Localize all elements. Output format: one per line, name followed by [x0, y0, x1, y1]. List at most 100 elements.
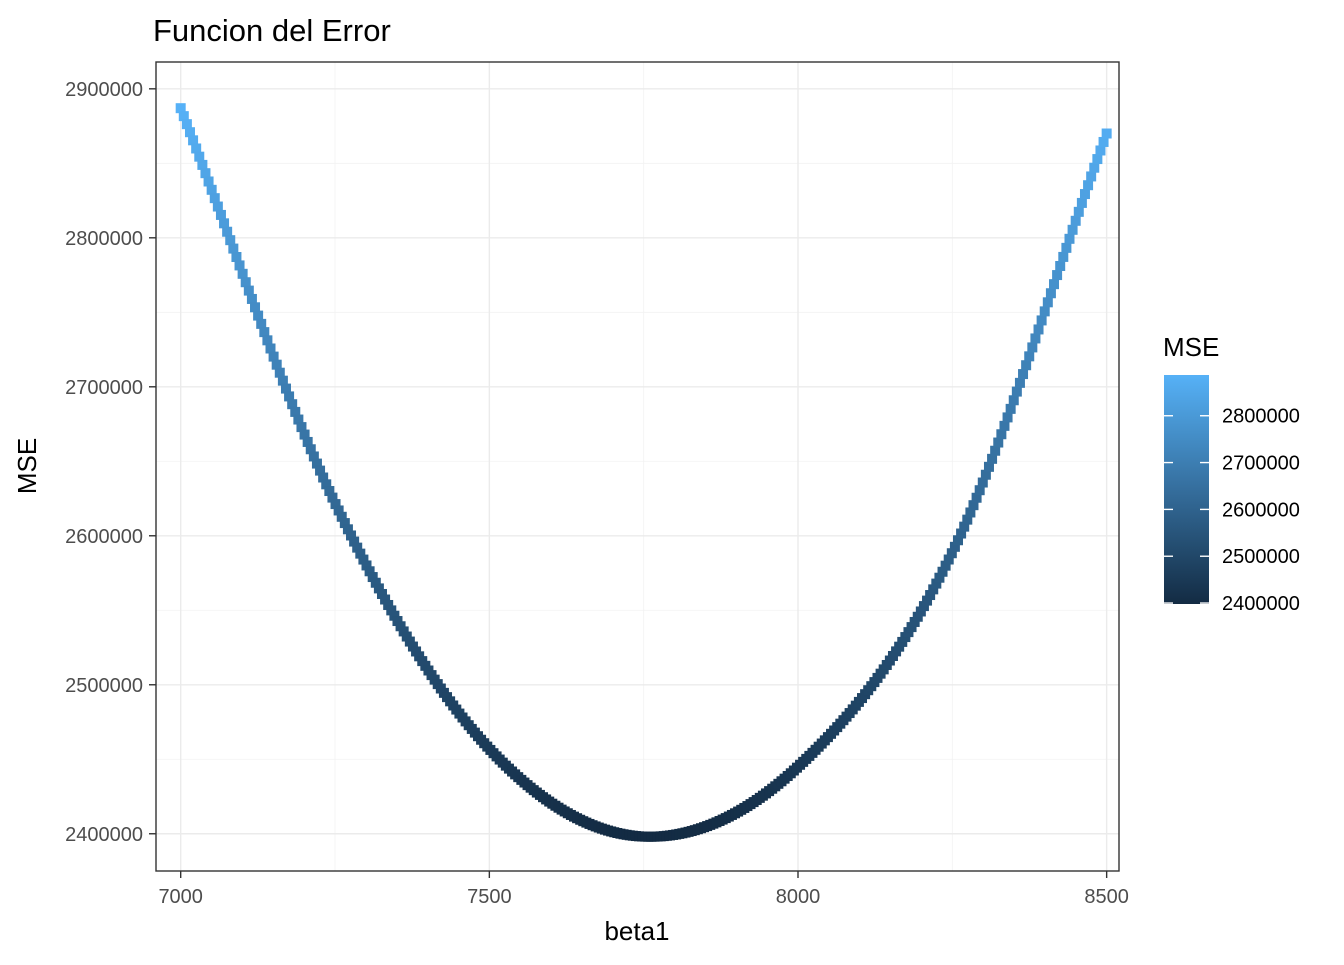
data-point: [200, 168, 211, 179]
data-point: [1083, 180, 1094, 191]
data-point: [1098, 136, 1109, 147]
data-point: [983, 461, 994, 472]
data-point: [915, 606, 926, 617]
data-point: [909, 616, 920, 627]
data-point: [1073, 206, 1084, 217]
data-point: [392, 616, 403, 627]
data-point: [231, 252, 242, 263]
data-point: [383, 599, 394, 610]
data-point: [1027, 342, 1038, 353]
data-point: [946, 548, 957, 559]
data-point: [287, 399, 298, 410]
data-point: [928, 584, 939, 595]
data-point: [318, 472, 329, 483]
data-point: [965, 507, 976, 518]
data-point: [280, 383, 291, 394]
data-point: [934, 572, 945, 583]
data-point: [401, 631, 412, 642]
data-point: [364, 566, 375, 577]
data-point: [209, 193, 220, 204]
data-point: [1058, 251, 1069, 262]
data-point: [987, 453, 998, 464]
data-point: [181, 119, 192, 130]
tick-layer: 7000 7500 8000 8500 2400000 2500000 2600000 270…: [65, 79, 1129, 908]
data-point: [352, 542, 363, 553]
data-point: [212, 201, 223, 212]
plot-border: [155, 61, 1120, 872]
data-point: [222, 226, 233, 237]
data-point: [906, 622, 917, 633]
data-point: [903, 627, 914, 638]
data-point: [346, 530, 357, 541]
y-tick-label: 2600000: [65, 526, 143, 548]
data-point: [912, 611, 923, 622]
data-point: [1055, 260, 1066, 271]
data-point: [386, 605, 397, 616]
y-tick-label: 2700000: [65, 377, 143, 399]
data-point: [1076, 197, 1087, 208]
legend-tick-label: 2800000: [1222, 406, 1300, 428]
data-point: [367, 572, 378, 583]
data-point: [256, 318, 267, 329]
data-point: [268, 351, 279, 362]
data-point: [1030, 333, 1041, 344]
data-point: [240, 277, 251, 288]
legend-tick-label: 2500000: [1222, 546, 1300, 568]
data-point: [1049, 279, 1060, 290]
data-point: [194, 151, 205, 162]
data-point: [250, 302, 261, 313]
data-point: [175, 103, 186, 114]
data-point: [191, 143, 202, 154]
data-point: [999, 420, 1010, 431]
data-point: [389, 610, 400, 621]
data-point: [311, 458, 322, 469]
data-point: [971, 492, 982, 503]
data-point: [959, 521, 970, 532]
data-point: [327, 492, 338, 503]
data-point: [918, 601, 929, 612]
data-point: [980, 469, 991, 480]
data-point: [376, 588, 387, 599]
data-point: [395, 621, 406, 632]
data-point: [990, 445, 1001, 456]
data-point: [1079, 189, 1090, 200]
data-point: [949, 541, 960, 552]
data-point: [271, 359, 282, 370]
data-point: [1067, 224, 1078, 235]
data-point: [380, 594, 391, 605]
data-point: [1095, 145, 1106, 156]
data-point: [968, 500, 979, 511]
data-point: [940, 560, 951, 571]
legend-ticks: 2400000 2500000 2600000 2700000 2800000: [1164, 406, 1300, 615]
data-point: [296, 422, 307, 433]
data-point: [361, 560, 372, 571]
data-point: [339, 518, 350, 529]
data-point: [1061, 242, 1072, 253]
data-point: [355, 548, 366, 559]
data-point: [219, 218, 230, 229]
data-point: [1008, 395, 1019, 406]
chart-title: Funcion del Error: [153, 13, 391, 48]
data-point: [1002, 412, 1013, 423]
x-axis-title: beta1: [604, 916, 669, 946]
data-point: [197, 159, 208, 170]
data-point: [243, 285, 254, 296]
legend-title: MSE: [1163, 332, 1219, 362]
y-tick-label: 2500000: [65, 675, 143, 697]
data-point: [1052, 270, 1063, 281]
data-point: [299, 429, 310, 440]
data-point: [1070, 215, 1081, 226]
data-point: [1045, 288, 1056, 299]
data-point: [1064, 233, 1075, 244]
data-point: [1024, 351, 1035, 362]
data-point: [977, 477, 988, 488]
data-point: [342, 524, 353, 535]
data-point: [330, 499, 341, 510]
data-point: [956, 528, 967, 539]
data-point: [373, 583, 384, 594]
data-point: [1033, 324, 1044, 335]
legend-tick-label: 2700000: [1222, 453, 1300, 475]
data-point: [225, 235, 236, 246]
data-point: [188, 135, 199, 146]
